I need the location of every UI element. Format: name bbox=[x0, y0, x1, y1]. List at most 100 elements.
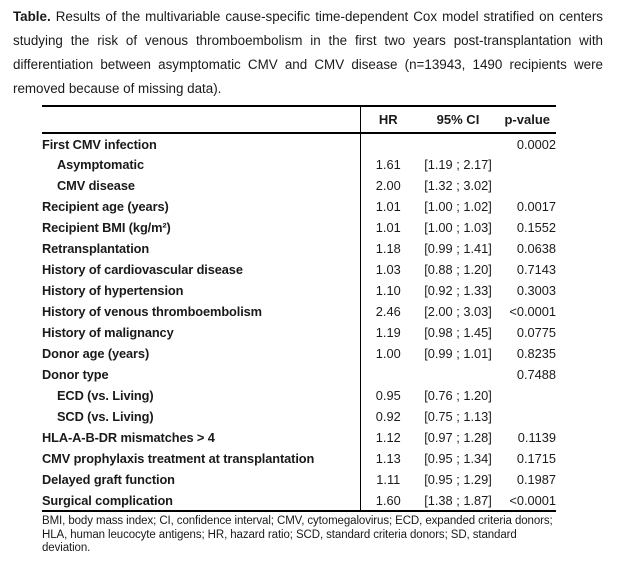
ci-value: [0.75 ; 1.13] bbox=[424, 409, 492, 424]
p-value: 0.7488 bbox=[516, 367, 556, 382]
table-row: Donor age (years) 1.00 [0.99 ; 1.01] 0.8235 bbox=[42, 343, 556, 364]
row-label: Retransplantation bbox=[42, 238, 361, 259]
p-value bbox=[500, 154, 556, 175]
hr-value: 0.92 bbox=[375, 409, 401, 424]
row-label: Donor type bbox=[42, 364, 361, 385]
hr-value bbox=[360, 364, 416, 385]
ci-value: [1.38 ; 1.87] bbox=[424, 492, 492, 508]
ci-value: [0.95 ; 1.29] bbox=[424, 472, 492, 487]
row-label: Donor age (years) bbox=[42, 343, 361, 364]
p-value: 0.1139 bbox=[517, 430, 556, 445]
hr-value: 2.00 bbox=[375, 178, 401, 193]
table-row: Recipient BMI (kg/m²) 1.01 [1.00 ; 1.03] 0.… bbox=[42, 217, 556, 238]
p-value: <0.0001 bbox=[509, 492, 556, 508]
hr-value: 0.95 bbox=[375, 388, 401, 403]
row-label: ECD (vs. Living) bbox=[42, 385, 361, 406]
ci-value bbox=[416, 364, 500, 385]
table-row: Delayed graft function 1.11 [0.95 ; 1.29] 0… bbox=[42, 469, 556, 490]
ci-value: [0.95 ; 1.34] bbox=[424, 451, 492, 466]
p-value: 0.1987 bbox=[516, 472, 556, 487]
row-label: History of venous thromboembolism bbox=[42, 301, 361, 322]
hr-value: 1.61 bbox=[375, 157, 401, 172]
row-label: CMV prophylaxis treatment at transplanta… bbox=[42, 448, 361, 469]
p-value: 0.0638 bbox=[516, 241, 556, 256]
table-row: Retransplantation 1.18 [0.99 ; 1.41] 0.0638 bbox=[42, 238, 556, 259]
table-row: HLA-A-B-DR mismatches > 4 1.12 [0.97 ; 1.2… bbox=[42, 427, 556, 448]
p-value: 0.0002 bbox=[516, 136, 556, 152]
p-value: 0.8235 bbox=[516, 346, 556, 361]
ci-value: [0.99 ; 1.01] bbox=[424, 346, 492, 361]
p-value: 0.3003 bbox=[516, 283, 556, 298]
row-label: Surgical complication bbox=[42, 490, 361, 511]
hr-value: 1.00 bbox=[375, 346, 401, 361]
header-hr: HR bbox=[360, 106, 416, 134]
header-pvalue: p-value bbox=[500, 106, 556, 134]
row-label: CMV disease bbox=[42, 175, 361, 196]
header-empty-cell bbox=[42, 106, 361, 134]
table-row: History of cardiovascular disease 1.03 [0.… bbox=[42, 259, 556, 280]
caption-text: Results of the multivariable cause-speci… bbox=[13, 9, 603, 96]
row-label: Delayed graft function bbox=[42, 469, 361, 490]
hr-value: 1.60 bbox=[375, 492, 401, 508]
ci-value: [0.92 ; 1.33] bbox=[424, 283, 492, 298]
row-label: History of cardiovascular disease bbox=[42, 259, 361, 280]
hr-value: 1.19 bbox=[375, 325, 401, 340]
ci-value: [0.97 ; 1.28] bbox=[424, 430, 492, 445]
table-row: First CMV infection 0.0002 bbox=[42, 133, 556, 154]
ci-value: [1.19 ; 2.17] bbox=[424, 157, 492, 172]
table-row: ECD (vs. Living) 0.95 [0.76 ; 1.20] bbox=[42, 385, 556, 406]
hr-value: 1.01 bbox=[375, 199, 401, 214]
p-value: 0.0017 bbox=[516, 199, 556, 214]
ci-value: [2.00 ; 3.03] bbox=[424, 304, 492, 319]
ci-value: [0.99 ; 1.41] bbox=[424, 241, 492, 256]
header-ci: 95% CI bbox=[416, 106, 500, 134]
row-label: Recipient age (years) bbox=[42, 196, 361, 217]
p-value: 0.1715 bbox=[516, 451, 556, 466]
table-row: History of malignancy 1.19 [0.98 ; 1.45] 0.… bbox=[42, 322, 556, 343]
row-label: History of malignancy bbox=[42, 322, 361, 343]
table-row: SCD (vs. Living) 0.92 [0.75 ; 1.13] bbox=[42, 406, 556, 427]
p-value: 0.7143 bbox=[516, 262, 556, 277]
p-value: 0.0775 bbox=[516, 325, 556, 340]
p-value: <0.0001 bbox=[509, 304, 556, 319]
ci-value bbox=[416, 133, 500, 154]
row-label: First CMV infection bbox=[42, 133, 361, 154]
ci-value: [0.76 ; 1.20] bbox=[424, 388, 492, 403]
header-row: HR 95% CI p-value bbox=[42, 106, 556, 134]
table-body: First CMV infection 0.0002 Asymptomatic 1.6… bbox=[42, 133, 556, 511]
table-row: Surgical complication 1.60 [1.38 ; 1.87] <0… bbox=[42, 490, 556, 511]
p-value: 0.1552 bbox=[516, 220, 556, 235]
ci-value: [1.00 ; 1.03] bbox=[424, 220, 492, 235]
ci-value: [0.98 ; 1.45] bbox=[424, 325, 492, 340]
table-row: CMV disease 2.00 [1.32 ; 3.02] bbox=[42, 175, 556, 196]
p-value bbox=[500, 385, 556, 406]
table-header: HR 95% CI p-value bbox=[42, 106, 556, 134]
table-row: Recipient age (years) 1.01 [1.00 ; 1.02] 0.… bbox=[42, 196, 556, 217]
p-value bbox=[500, 406, 556, 427]
table-row: History of hypertension 1.10 [0.92 ; 1.33]… bbox=[42, 280, 556, 301]
caption-label: Table. bbox=[13, 9, 51, 24]
table-caption: Table. Results of the multivariable caus… bbox=[13, 5, 603, 101]
ci-value: [1.00 ; 1.02] bbox=[424, 199, 492, 214]
hr-value: 1.13 bbox=[375, 451, 401, 466]
results-table: HR 95% CI p-value First CMV infection 0.0… bbox=[42, 105, 556, 512]
row-label: HLA-A-B-DR mismatches > 4 bbox=[42, 427, 361, 448]
row-label: Asymptomatic bbox=[42, 154, 361, 175]
hr-value: 1.03 bbox=[375, 262, 401, 277]
table-row: History of venous thromboembolism 2.46 [2.… bbox=[42, 301, 556, 322]
hr-value: 1.12 bbox=[375, 430, 401, 445]
row-label: Recipient BMI (kg/m²) bbox=[42, 217, 361, 238]
hr-value: 1.11 bbox=[376, 472, 401, 487]
table-footnote: BMI, body mass index; CI, confidence int… bbox=[42, 515, 553, 554]
hr-value: 1.01 bbox=[375, 220, 401, 235]
row-label: SCD (vs. Living) bbox=[42, 406, 361, 427]
table-row: Donor type 0.7488 bbox=[42, 364, 556, 385]
hr-value: 1.18 bbox=[375, 241, 401, 256]
table-row: Asymptomatic 1.61 [1.19 ; 2.17] bbox=[42, 154, 556, 175]
ci-value: [0.88 ; 1.20] bbox=[424, 262, 492, 277]
p-value bbox=[500, 175, 556, 196]
table-row: CMV prophylaxis treatment at transplanta… bbox=[42, 448, 556, 469]
hr-value: 2.46 bbox=[375, 304, 401, 319]
row-label: History of hypertension bbox=[42, 280, 361, 301]
